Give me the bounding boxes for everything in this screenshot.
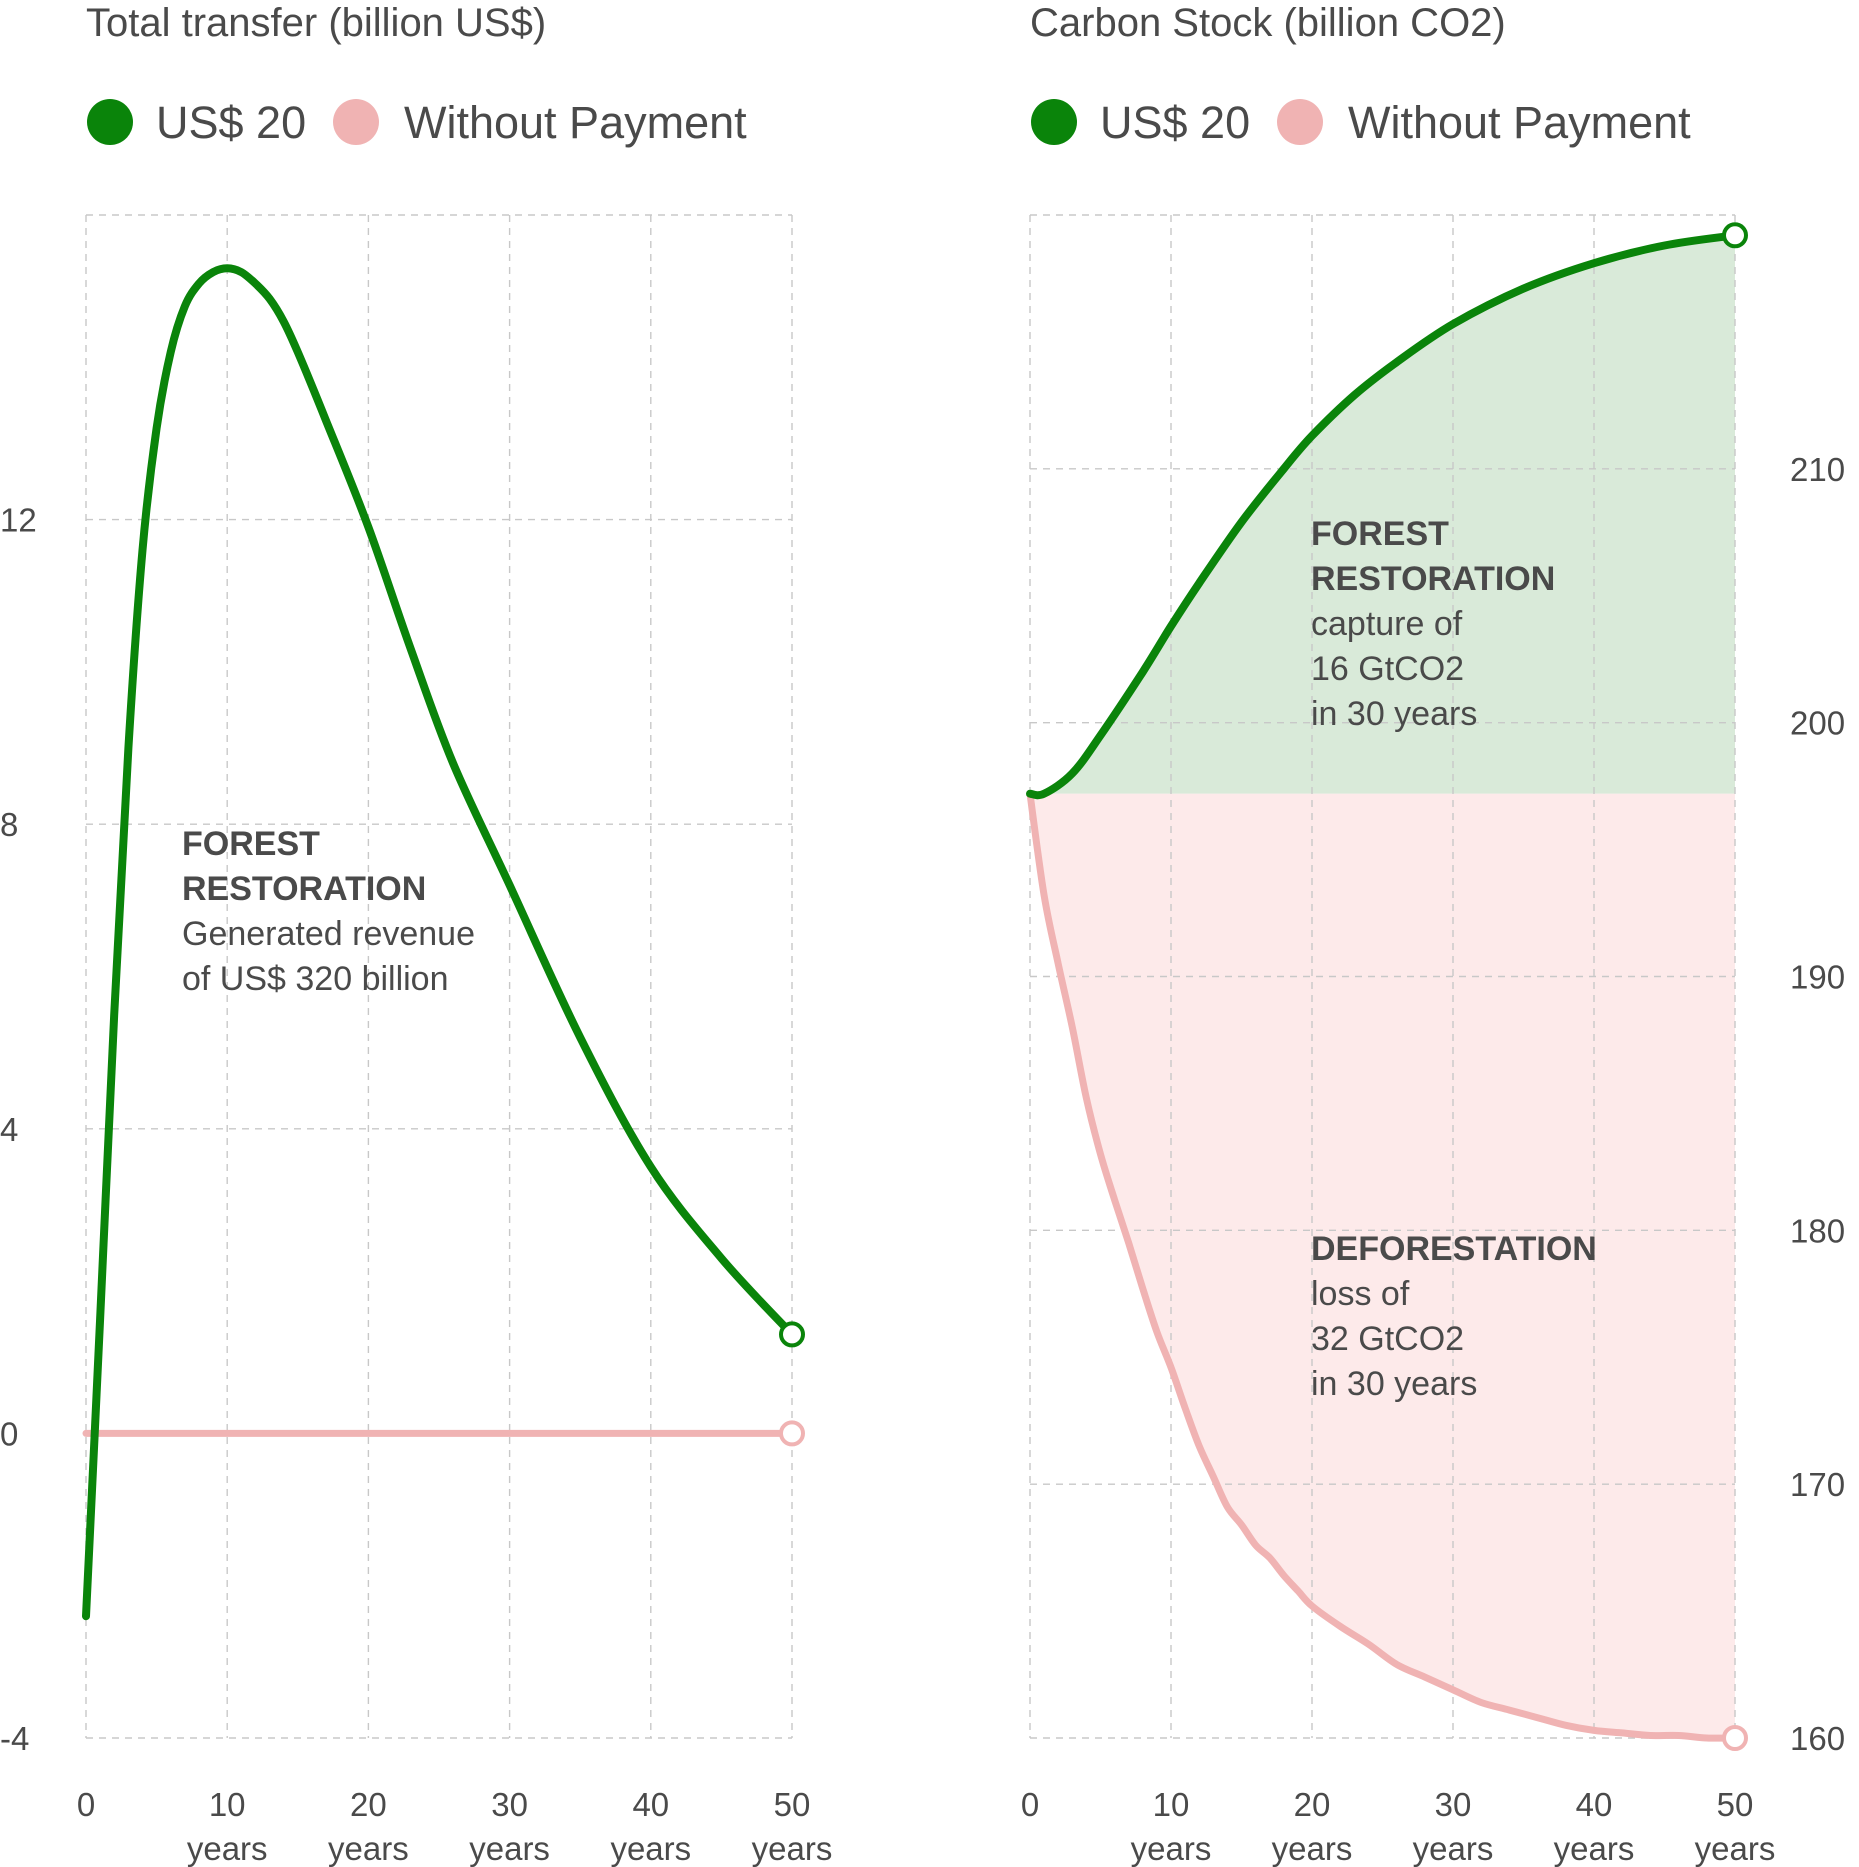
right-annotation-restoration-body-2: 16 GtCO2 [1311, 650, 1464, 688]
right-endpoint-without-payment [1722, 1725, 1748, 1751]
right-area-without-payment [1030, 793, 1735, 1739]
left-annotation-heading-2: RESTORATION [182, 870, 426, 908]
left-y-tick-label: -4 [0, 1720, 29, 1757]
right-legend-label-payment: US$ 20 [1100, 97, 1250, 148]
right-chart-title: Carbon Stock (billion CO2) [1030, 1, 1506, 45]
right-annotation-restoration-heading-1: FOREST [1311, 515, 1449, 553]
left-annotation-body-2: of US$ 320 billion [182, 960, 449, 998]
right-annotation-deforestation-body-2: 32 GtCO2 [1311, 1320, 1464, 1358]
left-annotation: FOREST RESTORATION Generated revenue of … [182, 825, 475, 998]
right-x-tick-unit: years [1554, 1830, 1635, 1867]
right-annotation-restoration-heading-2: RESTORATION [1311, 560, 1555, 598]
right-annotation-deforestation: DEFORESTATION loss of 32 GtCO2 in 30 yea… [1311, 1230, 1597, 1403]
left-chart-title: Total transfer (billion US$) [86, 1, 546, 45]
right-annotation-restoration-body-3: in 30 years [1311, 695, 1477, 733]
left-legend: US$ 20 Without Payment [87, 97, 747, 148]
right-x-tick-unit: years [1272, 1830, 1353, 1867]
right-line-without-payment [1026, 790, 1739, 1742]
left-legend-label-no-payment: Without Payment [404, 97, 747, 148]
right-annotation-restoration: FOREST RESTORATION capture of 16 GtCO2 i… [1311, 515, 1555, 733]
right-x-tick-unit: years [1131, 1830, 1212, 1867]
left-line-us20 [82, 264, 796, 1621]
right-x-tick-unit: years [1413, 1830, 1494, 1867]
right-x-tick-label: 30 [1435, 1786, 1472, 1823]
left-tick-labels: -4 0 4 8 12 0 10 years 20 years 30 years 40 years 50 ye… [0, 502, 832, 1867]
right-y-tick-label: 190 [1790, 959, 1845, 996]
right-y-tick-label: 180 [1790, 1212, 1845, 1249]
right-area-fills [1030, 235, 1735, 1739]
right-x-tick-unit: years [1695, 1830, 1776, 1867]
left-endpoint-us20 [779, 1321, 805, 1348]
left-x-tick-label: 20 [350, 1786, 387, 1823]
left-legend-label-payment: US$ 20 [156, 97, 306, 148]
left-x-tick-unit: years [752, 1830, 833, 1867]
carbon-stock-chart: Carbon Stock (billion CO2) US$ 20 Withou… [1021, 1, 1845, 1867]
right-area-us20 [1030, 235, 1735, 796]
right-y-tick-label: 170 [1790, 1466, 1845, 1503]
left-x-tick-unit: years [469, 1830, 550, 1867]
right-x-tick-label: 20 [1294, 1786, 1331, 1823]
right-series [1026, 222, 1748, 1751]
total-transfer-chart: Total transfer (billion US$) US$ 20 With… [0, 1, 832, 1867]
right-x-tick-label: 10 [1153, 1786, 1190, 1823]
left-x-tick-label: 30 [491, 1786, 528, 1823]
right-y-tick-label: 210 [1790, 451, 1845, 488]
left-series [82, 264, 805, 1621]
left-y-tick-label: 4 [0, 1111, 18, 1148]
right-endpoint-us20 [1722, 222, 1748, 249]
right-grid [1029, 214, 1736, 1739]
left-x-tick-unit: years [610, 1830, 691, 1867]
right-legend-marker-payment [1031, 99, 1077, 145]
left-x-tick-label: 40 [632, 1786, 669, 1823]
right-annotation-deforestation-body-3: in 30 years [1311, 1365, 1477, 1403]
right-x-tick-label: 40 [1576, 1786, 1613, 1823]
left-endpoint-without-payment [779, 1420, 805, 1447]
left-x-tick-label: 0 [77, 1786, 95, 1823]
right-tick-labels: 160 170 180 190 200 210 0 10 years 20 years 30 years… [1021, 451, 1845, 1867]
right-legend-marker-no-payment [1277, 99, 1323, 145]
left-x-tick-label: 10 [209, 1786, 246, 1823]
right-x-tick-label: 50 [1717, 1786, 1754, 1823]
right-y-tick-label: 160 [1790, 1720, 1845, 1757]
left-y-tick-label: 0 [0, 1415, 18, 1452]
left-annotation-body-1: Generated revenue [182, 915, 475, 953]
left-annotation-heading-1: FOREST [182, 825, 320, 863]
right-annotation-restoration-body-1: capture of [1311, 605, 1463, 643]
left-x-tick-unit: years [187, 1830, 268, 1867]
right-y-tick-label: 200 [1790, 705, 1845, 742]
left-legend-marker-no-payment [333, 99, 379, 145]
right-line-us20 [1026, 231, 1739, 800]
left-legend-marker-payment [87, 99, 133, 145]
right-annotation-deforestation-heading: DEFORESTATION [1311, 1230, 1597, 1268]
left-x-tick-label: 50 [774, 1786, 811, 1823]
left-x-tick-unit: years [328, 1830, 409, 1867]
left-y-tick-label: 8 [0, 806, 18, 843]
right-x-tick-label: 0 [1021, 1786, 1039, 1823]
right-legend: US$ 20 Without Payment [1031, 97, 1691, 148]
left-y-tick-label: 12 [0, 502, 37, 539]
right-annotation-deforestation-body-1: loss of [1311, 1275, 1410, 1313]
right-legend-label-no-payment: Without Payment [1348, 97, 1691, 148]
